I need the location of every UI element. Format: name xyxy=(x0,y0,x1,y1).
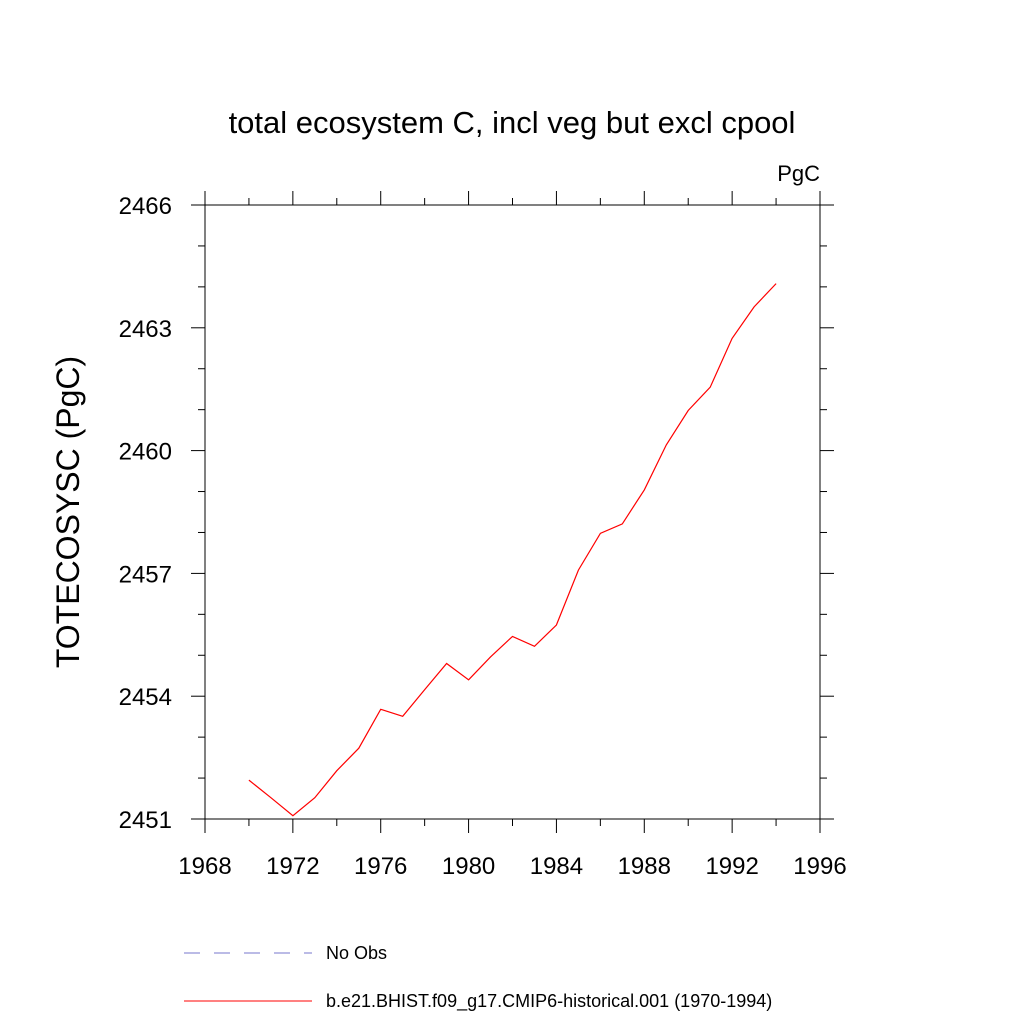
y-axis-label: TOTECOSYSC (PgC) xyxy=(50,356,86,668)
y-tick-label: 2466 xyxy=(119,193,172,220)
y-tick-label: 2451 xyxy=(119,807,172,834)
x-tick-label: 1984 xyxy=(530,853,583,880)
axis-ticks: 1968 1972 1976 1980 1984 1988 1992 1996 2451 2454… xyxy=(119,191,847,880)
legend-label: b.e21.BHIST.f09_g17.CMIP6-historical.001… xyxy=(326,991,772,1012)
x-tick-label: 1988 xyxy=(618,853,671,880)
x-tick-label: 1980 xyxy=(442,853,495,880)
chart-title: total ecosystem C, incl veg but excl cpo… xyxy=(229,105,796,140)
x-tick-label: 1992 xyxy=(705,853,758,880)
legend-label: No Obs xyxy=(326,943,387,963)
units-label: PgC xyxy=(777,161,820,186)
x-tick-label: 1968 xyxy=(178,853,231,880)
y-tick-label: 2463 xyxy=(119,316,172,343)
series-group xyxy=(248,283,777,817)
x-tick-label: 1976 xyxy=(354,853,407,880)
y-tick-label: 2460 xyxy=(119,439,172,466)
legend: No Obs b.e21.BHIST.f09_g17.CMIP6-historic… xyxy=(184,943,772,1012)
x-tick-label: 1996 xyxy=(793,853,846,880)
y-tick-label: 2457 xyxy=(119,561,172,588)
x-tick-label: 1972 xyxy=(266,853,319,880)
y-tick-label: 2454 xyxy=(119,684,172,711)
series-line xyxy=(248,283,777,817)
plot-frame xyxy=(204,204,821,820)
